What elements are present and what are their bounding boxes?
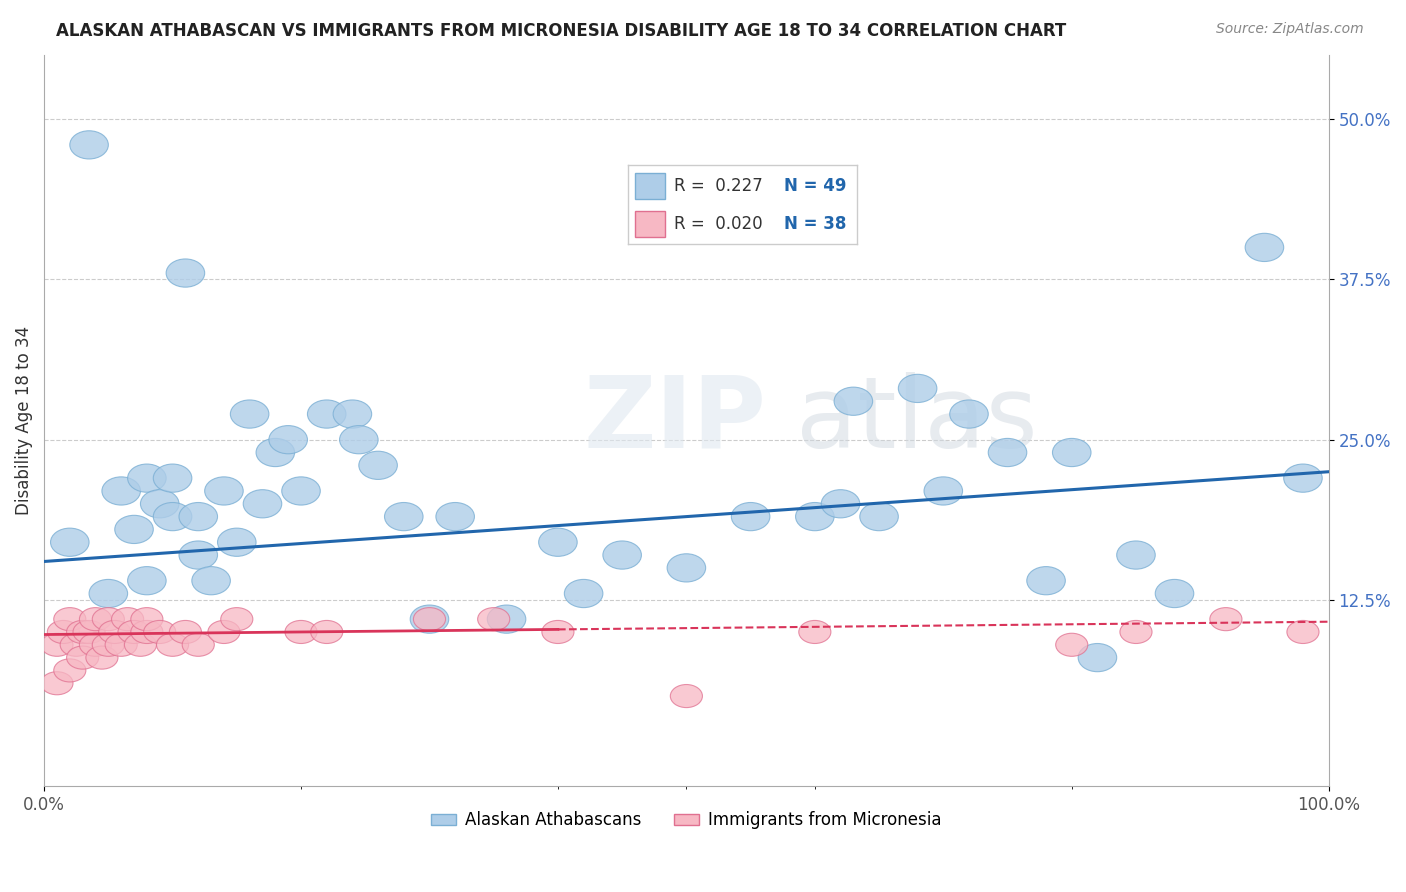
Ellipse shape (205, 477, 243, 505)
Ellipse shape (924, 477, 963, 505)
Ellipse shape (384, 502, 423, 531)
Ellipse shape (1286, 621, 1319, 643)
Ellipse shape (1246, 234, 1284, 261)
Ellipse shape (111, 607, 143, 631)
Ellipse shape (131, 607, 163, 631)
Ellipse shape (488, 605, 526, 633)
Ellipse shape (898, 375, 936, 402)
Ellipse shape (860, 502, 898, 531)
Ellipse shape (93, 607, 124, 631)
Ellipse shape (53, 607, 86, 631)
Ellipse shape (834, 387, 873, 416)
Ellipse shape (413, 607, 446, 631)
Ellipse shape (118, 621, 150, 643)
Ellipse shape (41, 672, 73, 695)
Ellipse shape (1056, 633, 1088, 657)
Ellipse shape (1053, 438, 1091, 467)
Ellipse shape (218, 528, 256, 557)
Text: R =  0.020: R = 0.020 (673, 215, 762, 233)
Ellipse shape (1078, 643, 1116, 672)
Ellipse shape (86, 646, 118, 669)
Ellipse shape (333, 400, 371, 428)
Ellipse shape (66, 646, 98, 669)
Ellipse shape (359, 451, 398, 479)
Ellipse shape (124, 633, 156, 657)
Ellipse shape (541, 621, 574, 643)
Ellipse shape (221, 607, 253, 631)
Ellipse shape (1209, 607, 1241, 631)
Text: Source: ZipAtlas.com: Source: ZipAtlas.com (1216, 22, 1364, 37)
Ellipse shape (101, 477, 141, 505)
Ellipse shape (70, 131, 108, 159)
Legend: Alaskan Athabascans, Immigrants from Micronesia: Alaskan Athabascans, Immigrants from Mic… (425, 805, 948, 836)
Ellipse shape (98, 621, 131, 643)
Ellipse shape (988, 438, 1026, 467)
Ellipse shape (671, 684, 703, 707)
Ellipse shape (256, 438, 295, 467)
Ellipse shape (538, 528, 578, 557)
Text: ALASKAN ATHABASCAN VS IMMIGRANTS FROM MICRONESIA DISABILITY AGE 18 TO 34 CORRELA: ALASKAN ATHABASCAN VS IMMIGRANTS FROM MI… (56, 22, 1067, 40)
Text: atlas: atlas (796, 372, 1038, 469)
Text: N = 38: N = 38 (783, 215, 846, 233)
Text: ZIP: ZIP (583, 372, 766, 469)
Ellipse shape (179, 541, 218, 569)
Ellipse shape (821, 490, 860, 518)
Ellipse shape (208, 621, 240, 643)
Ellipse shape (131, 621, 163, 643)
Ellipse shape (478, 607, 510, 631)
Ellipse shape (141, 490, 179, 518)
Ellipse shape (340, 425, 378, 454)
Ellipse shape (796, 502, 834, 531)
Ellipse shape (1284, 464, 1322, 492)
Ellipse shape (281, 477, 321, 505)
Ellipse shape (311, 621, 343, 643)
Ellipse shape (243, 490, 281, 518)
Ellipse shape (285, 621, 318, 643)
Ellipse shape (1156, 580, 1194, 607)
Ellipse shape (60, 633, 93, 657)
Ellipse shape (949, 400, 988, 428)
Ellipse shape (411, 605, 449, 633)
Ellipse shape (308, 400, 346, 428)
FancyBboxPatch shape (636, 173, 665, 199)
Ellipse shape (666, 554, 706, 582)
Ellipse shape (231, 400, 269, 428)
Ellipse shape (128, 464, 166, 492)
Ellipse shape (166, 259, 205, 287)
Ellipse shape (51, 528, 89, 557)
Ellipse shape (269, 425, 308, 454)
Ellipse shape (105, 633, 138, 657)
Ellipse shape (115, 516, 153, 543)
Ellipse shape (1026, 566, 1066, 595)
FancyBboxPatch shape (636, 211, 665, 236)
Ellipse shape (603, 541, 641, 569)
Ellipse shape (1116, 541, 1156, 569)
Ellipse shape (128, 566, 166, 595)
Ellipse shape (191, 566, 231, 595)
Ellipse shape (153, 464, 191, 492)
Text: N = 49: N = 49 (783, 177, 846, 195)
Ellipse shape (66, 621, 98, 643)
Ellipse shape (156, 633, 188, 657)
Ellipse shape (436, 502, 474, 531)
Y-axis label: Disability Age 18 to 34: Disability Age 18 to 34 (15, 326, 32, 515)
Ellipse shape (53, 659, 86, 682)
Ellipse shape (143, 621, 176, 643)
Ellipse shape (79, 607, 111, 631)
Text: R =  0.227: R = 0.227 (673, 177, 762, 195)
Ellipse shape (89, 580, 128, 607)
Ellipse shape (73, 621, 105, 643)
Ellipse shape (153, 502, 191, 531)
Ellipse shape (564, 580, 603, 607)
Ellipse shape (79, 633, 111, 657)
Ellipse shape (731, 502, 770, 531)
Ellipse shape (93, 633, 124, 657)
Ellipse shape (799, 621, 831, 643)
Ellipse shape (183, 633, 214, 657)
Ellipse shape (1121, 621, 1152, 643)
Ellipse shape (179, 502, 218, 531)
Ellipse shape (48, 621, 79, 643)
Ellipse shape (41, 633, 73, 657)
Ellipse shape (169, 621, 201, 643)
